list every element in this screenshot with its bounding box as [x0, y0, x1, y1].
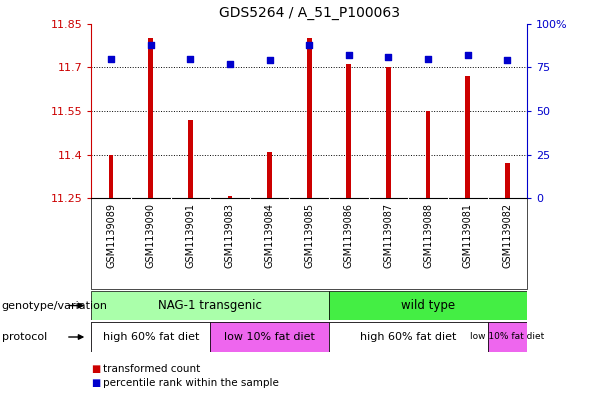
Text: ■: ■	[91, 378, 101, 388]
Text: GSM1139082: GSM1139082	[502, 203, 512, 268]
Title: GDS5264 / A_51_P100063: GDS5264 / A_51_P100063	[219, 6, 400, 20]
Bar	[267, 152, 272, 198]
Text: transformed count: transformed count	[103, 364, 200, 374]
Bar	[188, 120, 193, 198]
Text: GSM1139084: GSM1139084	[264, 203, 274, 268]
Text: GSM1139085: GSM1139085	[305, 203, 314, 268]
Point	[344, 52, 353, 58]
Text: GSM1139086: GSM1139086	[344, 203, 354, 268]
Text: high 60% fat diet: high 60% fat diet	[102, 332, 199, 342]
Text: NAG-1 transgenic: NAG-1 transgenic	[158, 299, 262, 312]
Point	[305, 41, 314, 48]
Bar	[91, 322, 210, 352]
Text: GSM1139087: GSM1139087	[383, 203, 393, 268]
Bar	[488, 322, 527, 352]
Bar	[505, 163, 509, 198]
Point	[384, 54, 393, 60]
Bar	[386, 67, 391, 198]
Text: low 10% fat diet: low 10% fat diet	[224, 332, 315, 342]
Point	[463, 52, 472, 58]
Point	[225, 61, 234, 67]
Point	[265, 57, 274, 63]
Bar	[210, 322, 329, 352]
Bar	[426, 111, 431, 198]
Point	[423, 55, 433, 62]
Text: protocol: protocol	[2, 332, 47, 342]
Bar	[227, 196, 232, 198]
Text: GSM1139091: GSM1139091	[186, 203, 196, 268]
Text: GSM1139089: GSM1139089	[106, 203, 116, 268]
Text: GSM1139090: GSM1139090	[145, 203, 155, 268]
Point	[146, 41, 155, 48]
Text: GSM1139088: GSM1139088	[423, 203, 433, 268]
Text: genotype/variation: genotype/variation	[2, 301, 108, 310]
Bar	[329, 322, 488, 352]
Bar	[109, 155, 114, 198]
Text: low 10% fat diet: low 10% fat diet	[470, 332, 544, 342]
Text: wild type: wild type	[401, 299, 455, 312]
Text: high 60% fat diet: high 60% fat diet	[360, 332, 456, 342]
Point	[107, 55, 116, 62]
Bar	[465, 76, 470, 198]
Text: percentile rank within the sample: percentile rank within the sample	[103, 378, 279, 388]
Bar	[346, 64, 351, 198]
Bar	[91, 291, 329, 320]
Text: GSM1139081: GSM1139081	[463, 203, 473, 268]
Point	[502, 57, 512, 63]
Point	[186, 55, 195, 62]
Text: ■: ■	[91, 364, 101, 374]
Text: GSM1139083: GSM1139083	[225, 203, 235, 268]
Bar	[329, 291, 527, 320]
Bar	[148, 38, 153, 198]
Bar	[307, 38, 312, 198]
